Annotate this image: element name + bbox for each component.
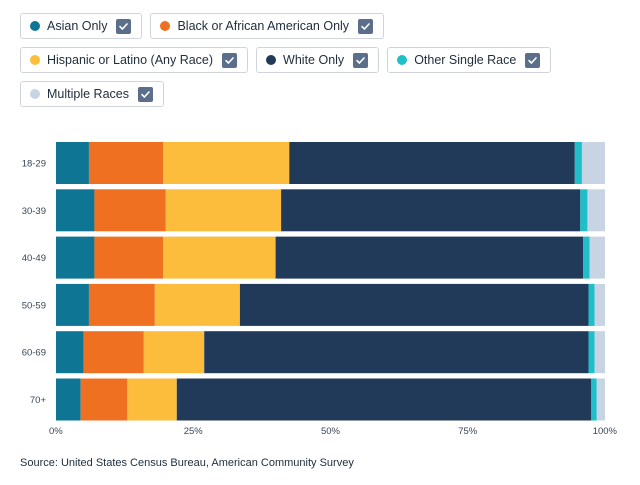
bar-segment-other-single-race (574, 142, 582, 184)
legend-toggle-black-or-african-american-only[interactable]: Black or African American Only (150, 13, 385, 39)
legend-label: Black or African American Only (177, 19, 350, 33)
y-tick-label: 60-69 (22, 348, 46, 359)
legend-label: Hispanic or Latino (Any Race) (47, 53, 214, 67)
bar-segment-asian-only (56, 283, 89, 326)
y-tick-label: 70+ (30, 395, 47, 406)
legend-label: Other Single Race (414, 53, 517, 67)
x-tick-label: 25% (184, 426, 204, 437)
legend-toggle-asian-only[interactable]: Asian Only (20, 13, 143, 39)
bar-segment-asian-only (56, 378, 81, 421)
bar-segment-multiple-races (596, 378, 605, 421)
checkbox-checked-icon[interactable] (353, 52, 369, 68)
bar-segment-black-or-african-american-only (88, 283, 155, 326)
bar-segment-other-single-race (591, 378, 597, 421)
legend: Asian Only Black or African American Only… (20, 13, 620, 107)
checkbox-checked-icon[interactable] (116, 18, 132, 34)
y-tick-label: 30-39 (22, 206, 46, 217)
bar-segment-hispanic-or-latino-any-race (154, 283, 240, 326)
legend-label: White Only (283, 53, 345, 67)
legend-swatch (160, 21, 171, 31)
bar-segment-multiple-races (594, 331, 605, 374)
checkbox-checked-icon[interactable] (137, 86, 153, 102)
legend-toggle-white-only[interactable]: White Only (256, 47, 380, 73)
bar-segment-black-or-african-american-only (94, 236, 164, 279)
legend-swatch (266, 55, 277, 65)
bar-segment-hispanic-or-latino-any-race (127, 378, 177, 421)
y-tick-label: 50-59 (22, 300, 46, 311)
bar-segment-white-only (239, 283, 589, 326)
bar-segment-asian-only (56, 236, 95, 279)
legend-label: Multiple Races (47, 87, 129, 101)
x-tick-label: 100% (593, 426, 618, 437)
bar-segment-black-or-african-american-only (83, 331, 144, 374)
bar-segment-black-or-african-american-only (88, 142, 164, 184)
bar-segment-white-only (289, 142, 575, 184)
bar-segment-other-single-race (583, 236, 590, 279)
checkbox-checked-icon[interactable] (358, 18, 374, 34)
source-note: Source: United States Census Bureau, Ame… (20, 457, 354, 469)
bar-segment-black-or-african-american-only (94, 189, 166, 232)
bar-segment-multiple-races (587, 189, 605, 232)
bar-segment-asian-only (56, 331, 84, 374)
bar-segment-multiple-races (581, 142, 605, 184)
checkbox-checked-icon[interactable] (525, 52, 541, 68)
bar-segment-white-only (275, 236, 584, 279)
legend-swatch (30, 55, 40, 65)
bar-segment-hispanic-or-latino-any-race (143, 331, 205, 374)
bar-segment-white-only (281, 189, 581, 232)
y-tick-label: 40-49 (22, 253, 46, 264)
bar-segment-white-only (204, 331, 589, 374)
bar-segment-asian-only (56, 189, 95, 232)
bar-segment-multiple-races (594, 283, 605, 326)
x-tick-label: 75% (458, 426, 478, 437)
bar-segment-asian-only (56, 142, 89, 184)
legend-toggle-other-single-race[interactable]: Other Single Race (387, 47, 552, 73)
y-tick-label: 18-29 (22, 159, 46, 170)
bar-segment-hispanic-or-latino-any-race (163, 236, 276, 279)
x-tick-label: 50% (321, 426, 341, 437)
legend-swatch (30, 89, 40, 99)
bar-segment-other-single-race (580, 189, 588, 232)
bar-segment-hispanic-or-latino-any-race (163, 142, 290, 184)
legend-label: Asian Only (47, 19, 108, 33)
x-tick-label: 0% (49, 426, 63, 437)
bar-segment-white-only (176, 378, 592, 421)
legend-toggle-multiple-races[interactable]: Multiple Races (20, 81, 164, 107)
bar-segment-other-single-race (588, 331, 595, 374)
bar-segment-other-single-race (588, 283, 595, 326)
checkbox-checked-icon[interactable] (222, 52, 238, 68)
bar-segment-black-or-african-american-only (80, 378, 128, 421)
bar-segment-hispanic-or-latino-any-race (165, 189, 282, 232)
legend-swatch (30, 21, 40, 31)
bar-segment-multiple-races (589, 236, 605, 279)
legend-swatch (397, 55, 408, 65)
legend-toggle-hispanic-or-latino-any-race[interactable]: Hispanic or Latino (Any Race) (20, 47, 249, 73)
